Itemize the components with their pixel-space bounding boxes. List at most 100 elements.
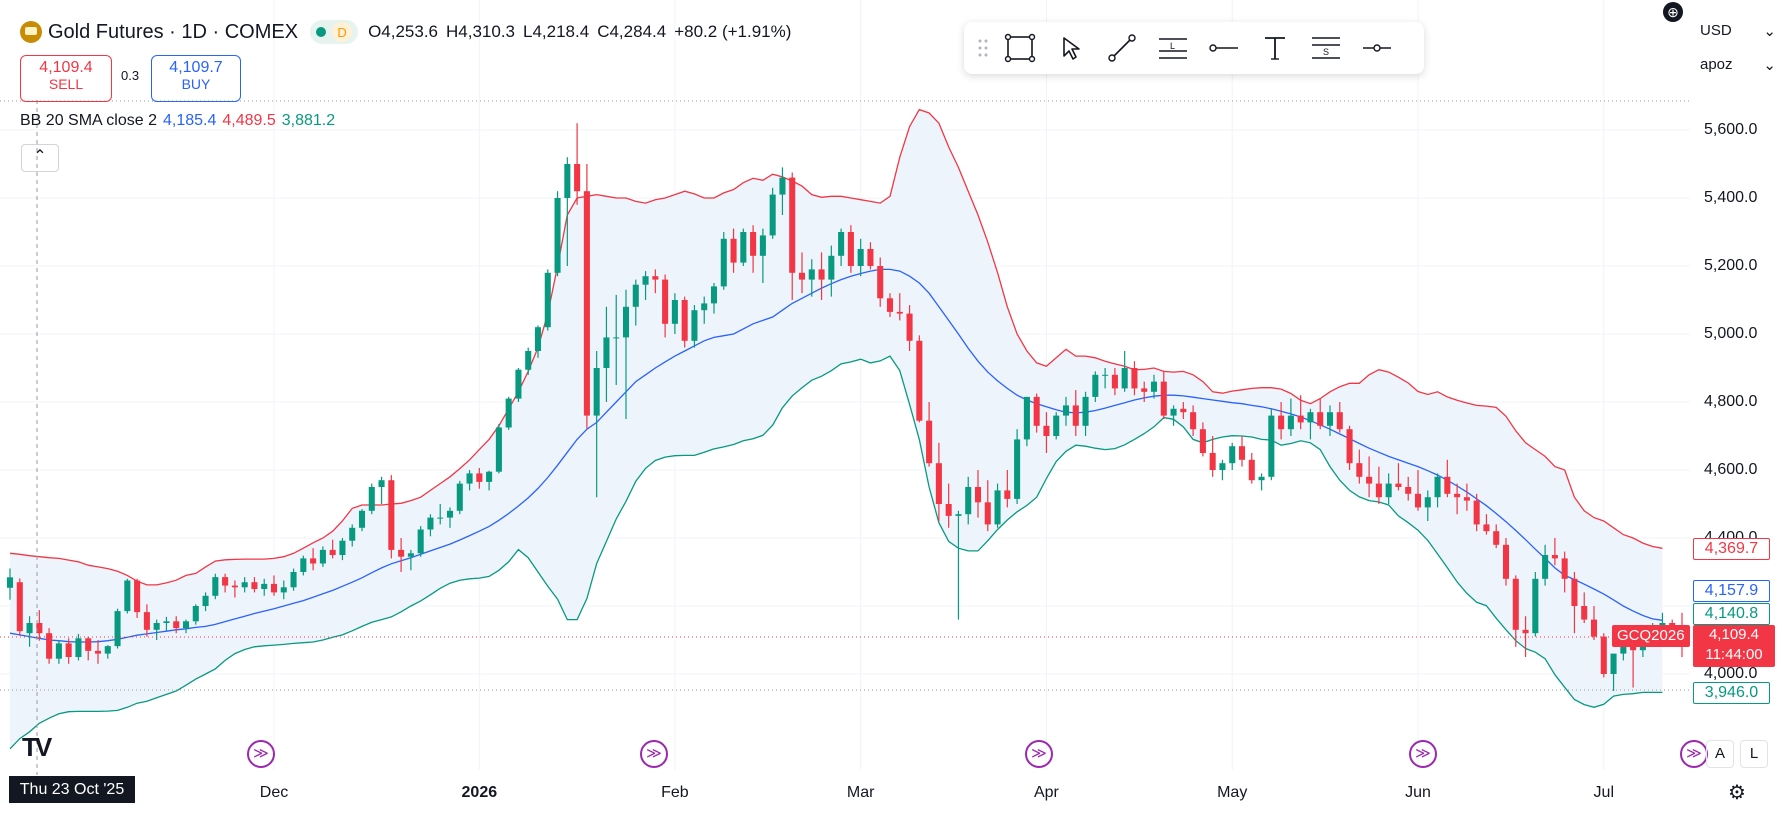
unit-select[interactable]: apoz ⌄ [1700,56,1776,74]
interval-badge: D [332,22,353,42]
text-icon[interactable] [1249,22,1300,74]
candle-body [1659,623,1666,627]
candle-body [1346,429,1353,464]
time-tick-label: Jun [1405,784,1431,801]
svg-text:S: S [1323,47,1329,57]
auto-scale-button[interactable]: A [1706,740,1734,768]
currency-value: USD [1700,22,1732,39]
event-marker-icon[interactable]: ≫ [1680,740,1708,768]
time-tick-label: Dec [260,784,288,801]
candle-body [339,540,346,555]
event-marker-icon[interactable]: ≫ [247,740,275,768]
candle-body [1317,412,1324,426]
candle-body [476,473,483,482]
candle-body [838,232,845,256]
candle-body [1072,405,1079,426]
log-scale-button[interactable]: L [1740,740,1768,768]
candle-body [769,194,776,236]
candle-body [1385,483,1392,498]
symbol-title[interactable]: Gold Futures · 1D · COMEX [48,20,299,43]
candle-body [1307,412,1314,423]
cursor-icon[interactable] [1045,22,1096,74]
candle-body [378,480,385,487]
candle-body [280,587,287,593]
indicator-legend[interactable]: BB 20 SMA close 2 4,185.4 4,489.5 3,881.… [20,112,335,130]
tradingview-logo-icon[interactable]: TV [22,732,52,762]
candle-body [779,177,786,195]
settings-gear-icon[interactable]: ⚙ [1728,782,1746,804]
candle-body [515,369,522,399]
candle-body [114,611,121,647]
horizontal-ray-icon[interactable] [1198,22,1249,74]
symbol-header: Gold Futures · 1D · COMEX D O4,253.6 H4,… [20,18,791,46]
candle-body [1493,531,1500,545]
candle-body [1502,544,1510,579]
candle-body [789,177,796,273]
candle-body [1004,490,1011,499]
price-tick-label: 5,000.0 [1704,325,1758,342]
unit-value: apoz [1700,56,1733,73]
drag-handle-icon[interactable] [972,22,994,74]
candle-body [104,646,111,654]
candle-body [495,427,502,472]
candle-body [1326,412,1334,426]
last-price-value: 4,109.4 [1708,626,1760,643]
candle-body [388,480,395,550]
currency-select[interactable]: USD ⌄ [1700,22,1776,40]
candle-body [574,164,581,192]
candle-body [544,272,551,328]
buy-button[interactable]: 4,109.7 BUY [151,55,241,102]
candle-body [349,527,356,541]
candle-body [124,580,131,612]
sell-button[interactable]: 4,109.4 SELL [20,55,112,102]
ohlc-close: C4,284.4 [597,22,667,41]
ohlc-open: O4,253.6 [368,22,439,41]
gold-logo-icon [20,21,42,43]
candle-body [1512,578,1519,630]
trend-line-icon[interactable] [1096,22,1147,74]
candle-body [212,577,219,596]
time-tick-label: Feb [661,784,689,801]
candle-body [1483,524,1490,532]
indicator-lower-value: 3,881.2 [281,112,336,129]
collapse-legend-button[interactable]: ⌃ [21,144,59,172]
candle-body [202,595,209,606]
candle-body [398,549,405,557]
candle-body [1522,629,1529,634]
rectangle-icon[interactable] [994,22,1045,74]
candle-body [55,643,62,659]
candle-body [554,198,561,273]
candle-body [1551,555,1558,559]
candle-body [1414,493,1422,508]
short-position-icon[interactable]: S [1300,22,1351,74]
candle-body [955,514,962,516]
candle-body [1542,555,1549,579]
candle-body [867,249,874,266]
price-axis-panel[interactable] [1693,0,1782,815]
horizontal-line-icon[interactable] [1351,22,1402,74]
candle-body [828,255,835,280]
candle-body [1581,606,1588,620]
bb-lower-badge: 3,946.0 [1693,682,1770,704]
market-status-pill[interactable]: D [310,20,359,44]
candle-body [46,633,53,659]
chevron-down-icon: ⌄ [1763,57,1776,74]
event-marker-icon[interactable]: ≫ [1409,740,1437,768]
candle-body [603,337,610,368]
long-position-icon[interactable]: L [1147,22,1198,74]
sell-label: SELL [48,76,84,92]
candle-body [1238,446,1246,460]
candle-body [1424,497,1431,508]
candle-body [701,303,708,311]
candle-body [163,621,170,623]
ohlc-low: L4,218.4 [523,22,590,41]
event-marker-icon[interactable]: ≫ [640,740,668,768]
event-marker-icon[interactable]: ≫ [1025,740,1053,768]
candle-body [310,558,317,564]
candle-body [222,577,229,586]
candle-body [1180,408,1187,413]
more-options-icon[interactable]: ⊕ [1663,2,1683,22]
candle-body [857,249,864,266]
candle-body [896,311,903,314]
